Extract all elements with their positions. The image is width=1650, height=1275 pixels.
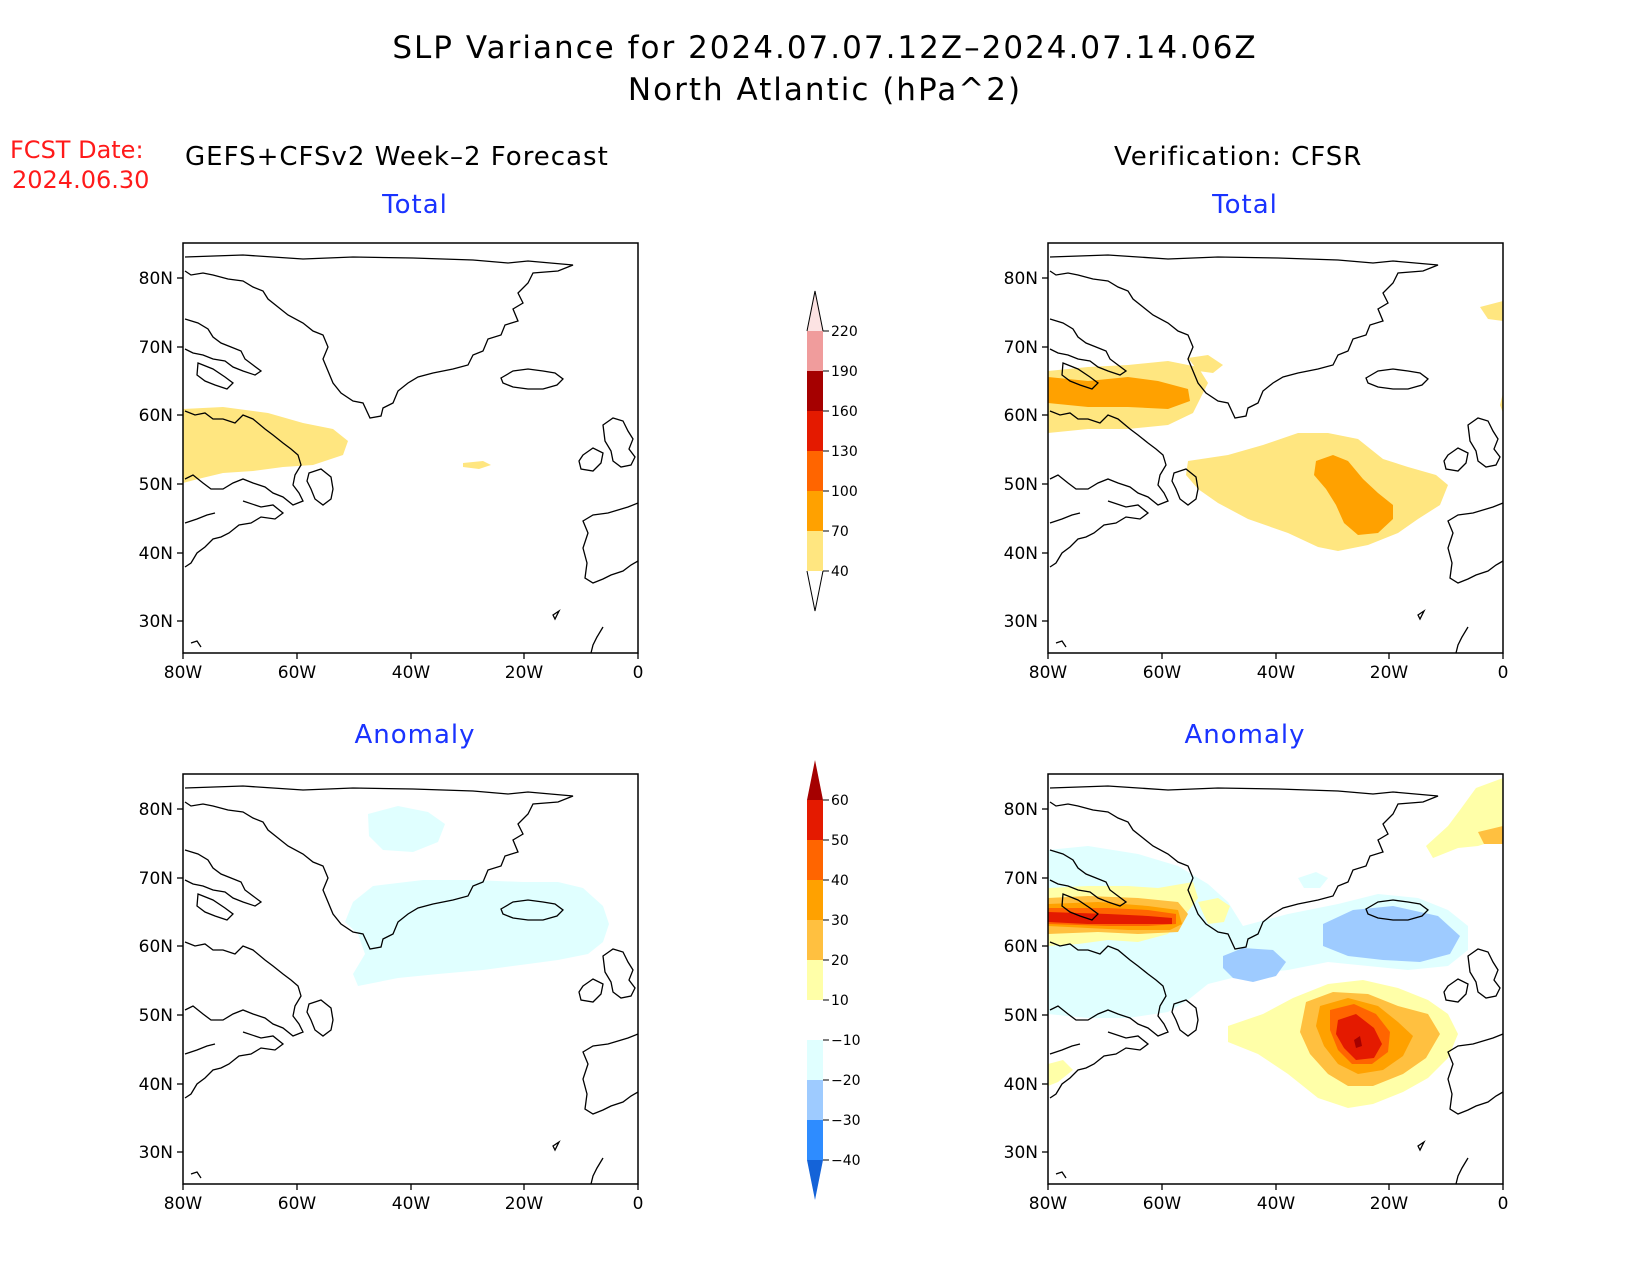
total-colorbar-label: 160: [831, 404, 858, 420]
total-colorbar-band: [807, 371, 823, 411]
lon-tick-label: 40W: [392, 663, 431, 683]
total-colorbar-band: [807, 331, 823, 371]
lat-tick-label: 70N: [1004, 869, 1038, 889]
lon-tick-label: 20W: [1370, 663, 1409, 683]
anomaly-colorbar-band: [807, 1000, 823, 1040]
anomaly-colorbar-label: −30: [831, 1113, 861, 1129]
lon-tick-label: 80W: [164, 1194, 203, 1214]
anomaly-colorbar-band: [807, 840, 823, 880]
fcst-date-value: 2024.06.30: [12, 166, 150, 194]
lon-tick-label: 20W: [505, 1194, 544, 1214]
anomaly-colorbar-label: −20: [831, 1073, 861, 1089]
lat-tick-label: 80N: [139, 269, 173, 289]
lon-tick-label: 0: [1498, 663, 1509, 683]
lon-tick-label: 0: [1498, 1194, 1509, 1214]
total-colorbar-label: 70: [831, 524, 849, 540]
lat-tick-label: 40N: [139, 1075, 173, 1095]
total-colorbar-label: 40: [831, 564, 849, 580]
forecast-total-title: Total: [382, 190, 448, 220]
lat-tick-label: 30N: [1004, 612, 1038, 632]
anomaly-colorbar-band: [807, 800, 823, 840]
lat-tick-label: 80N: [1004, 800, 1038, 820]
lat-tick-label: 60N: [1004, 406, 1038, 426]
lon-tick-label: 40W: [392, 1194, 431, 1214]
lat-tick-label: 70N: [139, 338, 173, 358]
lat-tick-label: 50N: [139, 475, 173, 495]
forecast-anomaly-panel: [182, 773, 639, 1185]
anomaly-colorbar-band: [807, 880, 823, 920]
anomaly-colorbar-band: [807, 1120, 823, 1160]
lat-tick-label: 40N: [139, 544, 173, 564]
lon-tick-label: 40W: [1257, 1194, 1296, 1214]
forecast-column-title: GEFS+CFSv2 Week–2 Forecast: [185, 142, 609, 172]
anomaly-colorbar-label: 50: [831, 833, 849, 849]
lat-tick-label: 50N: [1004, 1006, 1038, 1026]
axes-layer: 80N 70N 60N 50N 40N 30N 80W 60W 40W 20W 0 80N 70N 60N…: [139, 269, 1509, 1214]
lon-tick-label: 80W: [1029, 663, 1068, 683]
lon-tick-label: 40W: [1257, 663, 1296, 683]
lat-tick-label: 30N: [139, 612, 173, 632]
lat-tick-label: 80N: [139, 800, 173, 820]
anomaly-colorbar-label: 10: [831, 993, 849, 1009]
verification-column-title: Verification: CFSR: [1114, 142, 1363, 172]
lon-tick-label: 60W: [1143, 663, 1182, 683]
total-colorbar-band: [807, 531, 823, 571]
anomaly-colorbar-top-wedge: [807, 760, 823, 800]
lat-tick-label: 40N: [1004, 544, 1038, 564]
lon-tick-label: 60W: [278, 1194, 317, 1214]
lat-tick-label: 60N: [139, 937, 173, 957]
total-colorbar-top-wedge: [807, 291, 823, 331]
forecast-total-panel: [182, 242, 639, 654]
total-colorbar-band: [807, 451, 823, 491]
lon-tick-label: 0: [633, 663, 644, 683]
lon-tick-label: 0: [633, 1194, 644, 1214]
verification-anomaly-panel: [1047, 773, 1504, 1185]
anomaly-colorbar-label: −40: [831, 1153, 861, 1169]
forecast-total-contour-40-small: [463, 461, 491, 469]
anomaly-colorbar-band: [807, 960, 823, 1000]
fcst-date-label: FCST Date:: [10, 136, 144, 164]
verification-total-panel: [1047, 242, 1504, 654]
total-colorbar: 40 70 100 130 160 190 220: [806, 290, 858, 612]
total-colorbar-label: 100: [831, 484, 858, 500]
lat-tick-label: 60N: [139, 406, 173, 426]
total-colorbar-band: [807, 491, 823, 531]
anomaly-colorbar-label: −10: [831, 1033, 861, 1049]
anomaly-colorbar-band: [807, 1080, 823, 1120]
anomaly-colorbar-band: [807, 1040, 823, 1080]
chart-subtitle: North Atlantic (hPa^2): [627, 72, 1023, 108]
anomaly-colorbar-bottom-wedge: [807, 1160, 823, 1200]
total-colorbar-label: 220: [831, 324, 858, 340]
anomaly-colorbar: 60 50 40 30 20 10 −10 −20 −30 −40: [807, 760, 861, 1200]
lat-tick-label: 60N: [1004, 937, 1038, 957]
chart-title: SLP Variance for 2024.07.07.12Z–2024.07.…: [392, 30, 1258, 66]
anomaly-colorbar-label: 60: [831, 793, 849, 809]
total-colorbar-label: 130: [831, 444, 858, 460]
lat-tick-label: 80N: [1004, 269, 1038, 289]
forecast-total-contour-40: [183, 407, 348, 483]
lon-tick-label: 60W: [1143, 1194, 1182, 1214]
lat-tick-label: 30N: [139, 1143, 173, 1163]
total-colorbar-band: [807, 411, 823, 451]
forecast-anomaly-title: Anomaly: [354, 720, 476, 750]
lat-tick-label: 50N: [1004, 475, 1038, 495]
lat-tick-label: 50N: [139, 1006, 173, 1026]
lon-tick-label: 80W: [164, 663, 203, 683]
verification-total-title: Total: [1212, 190, 1278, 220]
anomaly-colorbar-label: 20: [831, 953, 849, 969]
lon-tick-label: 20W: [1370, 1194, 1409, 1214]
lat-tick-label: 30N: [1004, 1143, 1038, 1163]
total-colorbar-label: 190: [831, 364, 858, 380]
lat-tick-label: 40N: [1004, 1075, 1038, 1095]
lat-tick-label: 70N: [1004, 338, 1038, 358]
anomaly-colorbar-label: 30: [831, 913, 849, 929]
lat-tick-label: 70N: [139, 869, 173, 889]
verification-anomaly-title: Anomaly: [1184, 720, 1306, 750]
lon-tick-label: 20W: [505, 663, 544, 683]
lon-tick-label: 60W: [278, 663, 317, 683]
lon-tick-label: 80W: [1029, 1194, 1068, 1214]
anomaly-colorbar-band: [807, 920, 823, 960]
anomaly-colorbar-label: 40: [831, 873, 849, 889]
